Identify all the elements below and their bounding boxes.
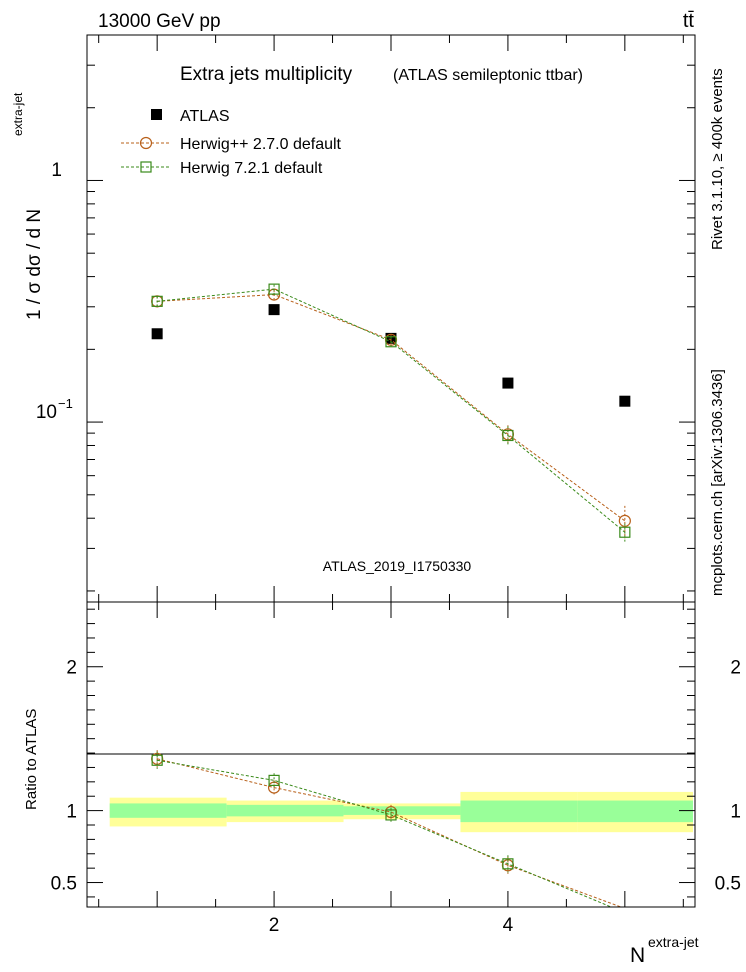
- x-axis-label: N: [630, 944, 645, 967]
- ratio-plot: 2 4 0.5 0.5 1 1 2 2 Ratio to ATLAS: [23, 601, 741, 936]
- y-tick-label-0.1-exponent: −1: [58, 396, 73, 411]
- main-subtitle: (ATLAS semileptonic ttbar): [393, 67, 583, 84]
- y-tick-label-0.1: 10: [36, 402, 57, 423]
- main-title: Extra jets multiplicity: [180, 64, 353, 85]
- herwig7-point: [268, 283, 280, 295]
- herwig7-point: [502, 429, 514, 442]
- x-tick-label: 4: [503, 915, 514, 936]
- ratio-y-tick-label-right: 2: [730, 658, 741, 679]
- atlas-point: [151, 328, 163, 340]
- x-axis-label-superscript: extra-jet: [648, 934, 699, 950]
- ratio-band-inner: [226, 804, 344, 817]
- ratio-band-inner: [343, 806, 461, 815]
- ratio-y-tick-label: 1: [66, 802, 77, 823]
- legend-label-herwigpp: Herwig++ 2.7.0 default: [180, 136, 342, 153]
- ratio-herwig7-point: [385, 809, 397, 821]
- main-y-axis-label: 1 / σ dσ / d N: [24, 209, 45, 320]
- ratio-y-tick-label: 0.5: [51, 874, 77, 895]
- ratio-band-inner: [460, 800, 578, 823]
- ratio-herwig7-point: [268, 774, 280, 786]
- ratio-series: [151, 750, 623, 907]
- source-label: mcplots.cern.ch [arXiv:1306.3436]: [709, 369, 726, 596]
- main-series: [151, 283, 631, 542]
- y-tick-label-0.1-base: 10: [36, 402, 57, 423]
- legend-marker-herwigpp: [139, 136, 153, 150]
- atlas-point: [502, 377, 514, 389]
- legend-marker-herwig7: [140, 161, 152, 173]
- main-y-label-superscript: extra-jet: [11, 92, 25, 136]
- y-tick-label-1: 1: [51, 160, 62, 181]
- legend: ATLAS Herwig++ 2.7.0 default Herwig 7.2.…: [121, 108, 342, 177]
- x-tick-label: 2: [269, 915, 280, 936]
- ratio-herwigpp-line: [157, 758, 623, 907]
- ratio-y-axis-label: Ratio to ATLAS: [23, 709, 40, 810]
- ratio-herwig7-point: [151, 754, 163, 766]
- ratio-y-tick-label: 2: [66, 658, 77, 679]
- ratio-herwig7-line: [157, 759, 613, 907]
- ratio-bands: [109, 791, 693, 833]
- rivet-label: Rivet 3.1.10, ≥ 400k events: [709, 68, 726, 250]
- main-plot: Extra jets multiplicity (ATLAS semilepto…: [11, 34, 696, 603]
- main-ticks: [87, 34, 695, 602]
- herwig7-point: [619, 526, 631, 538]
- main-y-label-text: 1 / σ dσ / d N: [24, 209, 45, 320]
- legend-label-atlas: ATLAS: [180, 108, 230, 125]
- ratio-y-tick-label-right: 0.5: [715, 874, 741, 895]
- atlas-point: [619, 395, 631, 407]
- herwig7-point: [151, 295, 163, 307]
- herwigpp-point: [618, 514, 631, 527]
- energy-label: 13000 GeV pp: [98, 11, 221, 32]
- legend-label-herwig7: Herwig 7.2.1 default: [180, 160, 323, 177]
- ratio-band-inner: [109, 803, 227, 818]
- process-label: tt̄: [683, 10, 695, 32]
- atlas-point: [268, 304, 280, 316]
- ratio-band-inner: [577, 800, 693, 823]
- legend-marker-atlas: [151, 109, 162, 120]
- herwig7-point: [385, 336, 397, 348]
- ratio-y-tick-label-right: 1: [730, 802, 741, 823]
- ratio-ticks: 2 4 0.5 0.5 1 1 2 2: [51, 602, 741, 936]
- ratio-herwig7-point: [502, 858, 514, 870]
- analysis-watermark: ATLAS_2019_I1750330: [323, 558, 472, 574]
